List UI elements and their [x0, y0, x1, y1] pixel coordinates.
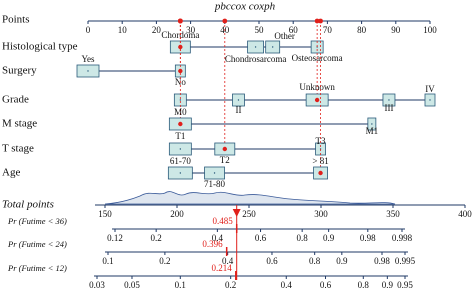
row-label: T stage: [2, 143, 34, 155]
level-label: M0: [174, 107, 187, 117]
level-label: Yes: [81, 54, 95, 64]
tick-label: 0.8: [309, 256, 321, 266]
tick-label: 350: [386, 209, 400, 219]
selected-points: [177, 18, 183, 24]
level-dot: [178, 121, 183, 127]
selected-points: [318, 18, 323, 24]
tick-label: 0.1: [175, 280, 186, 289]
tick-label: 90: [391, 25, 401, 35]
tick-label: 150: [98, 209, 112, 219]
level-label: T2: [220, 155, 230, 165]
tick-label: 0.4: [222, 256, 234, 266]
tick-label: 400: [458, 209, 472, 219]
tick-label: 0.2: [159, 256, 170, 266]
tick-label: 0.2: [225, 280, 236, 289]
level-dot: [271, 46, 274, 48]
tick-label: 0.6: [320, 280, 332, 289]
tick-label: 300: [314, 209, 328, 219]
level-dot: [179, 148, 182, 150]
level-dot: [388, 99, 390, 101]
level-label: M1: [366, 126, 379, 136]
tick-label: 200: [170, 209, 184, 219]
level-dot: [87, 70, 89, 72]
tick-label: 0.8: [358, 280, 370, 289]
tick-label: 0.1: [102, 256, 113, 266]
tick-label: 0.4: [212, 233, 224, 243]
level-dot: [429, 99, 431, 101]
tick-label: 0.9: [323, 233, 335, 243]
level-label: Unknown: [299, 82, 335, 92]
level-dot: [213, 172, 216, 174]
tick-label: 0.9: [336, 256, 348, 266]
estimate-label: 0.485: [212, 216, 233, 226]
tick-label: 0.6: [255, 233, 267, 243]
tick-label: 10: [118, 25, 128, 35]
tick-label: 250: [242, 209, 256, 219]
level-dot: [179, 99, 182, 101]
estimate-label: 0.214: [212, 263, 233, 273]
tick-label: 0.95: [397, 280, 413, 289]
chart-title: pbccox coxph: [214, 1, 276, 13]
tick-label: 0.98: [374, 256, 390, 266]
row-label: Pr (Futime < 36): [7, 216, 67, 226]
estimate-label: 0.396: [202, 239, 223, 249]
level-dot: [371, 123, 373, 125]
row-label: Age: [2, 167, 20, 179]
tick-label: 100: [423, 25, 437, 35]
level-label: Chondrosarcoma: [225, 54, 286, 64]
tick-label: 70: [323, 25, 333, 35]
tick-label: 0.4: [281, 280, 293, 289]
level-label: > 81: [312, 156, 328, 166]
row-label: Grade: [2, 94, 29, 106]
tick-label: 0.2: [151, 233, 162, 243]
level-label: T1: [175, 131, 185, 141]
row-label: Surgery: [2, 65, 37, 77]
row-label: Histological type: [2, 41, 78, 53]
row-label: M stage: [2, 118, 37, 130]
tick-label: 80: [357, 25, 367, 35]
tick-label: 0.8: [297, 233, 309, 243]
row-label: Pr (Futime < 12): [7, 263, 67, 273]
level-dot: [254, 46, 257, 48]
row-label: Total points: [2, 199, 54, 211]
level-label: Other: [274, 31, 295, 41]
selected-points: [222, 18, 228, 24]
tick-label: 0.998: [392, 233, 413, 243]
selected-points: [314, 18, 320, 24]
level-label: II: [235, 105, 241, 115]
level-label: 71-80: [204, 179, 225, 189]
level-label: III: [384, 103, 393, 113]
level-dot: [222, 146, 227, 152]
level-dot: [237, 99, 240, 101]
row-label: Points: [2, 14, 30, 26]
level-label: Chordoma: [161, 30, 199, 40]
tick-label: 0.03: [89, 280, 105, 289]
tick-label: 0.6: [266, 256, 278, 266]
tick-label: 20: [152, 25, 162, 35]
tick-label: 30: [186, 25, 196, 35]
level-label: 61-70: [170, 156, 191, 166]
tick-label: 50: [255, 25, 265, 35]
arrow-head: [232, 209, 241, 217]
level-dot: [318, 170, 323, 176]
tick-label: 0: [86, 25, 91, 35]
tick-label: 0.995: [395, 256, 416, 266]
tick-label: 0.05: [124, 280, 140, 289]
density-curve: [104, 191, 396, 205]
tick-label: 60: [289, 25, 299, 35]
tick-label: 0.98: [360, 233, 376, 243]
level-dot: [314, 97, 320, 103]
tick-label: 0.9: [382, 280, 394, 289]
level-dot: [179, 172, 182, 174]
tick-label: 0.12: [107, 233, 123, 243]
level-label: IV: [425, 84, 435, 94]
row-label: Pr (Futime < 24): [7, 239, 67, 249]
